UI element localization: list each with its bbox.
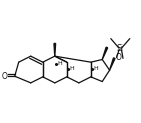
Polygon shape <box>102 47 108 60</box>
Polygon shape <box>54 43 56 56</box>
Text: Si: Si <box>117 44 124 53</box>
Text: H: H <box>93 66 98 71</box>
Text: O: O <box>115 53 121 62</box>
Text: H: H <box>57 61 62 66</box>
Text: H: H <box>69 66 74 71</box>
Polygon shape <box>110 58 115 70</box>
Text: O: O <box>1 72 7 81</box>
